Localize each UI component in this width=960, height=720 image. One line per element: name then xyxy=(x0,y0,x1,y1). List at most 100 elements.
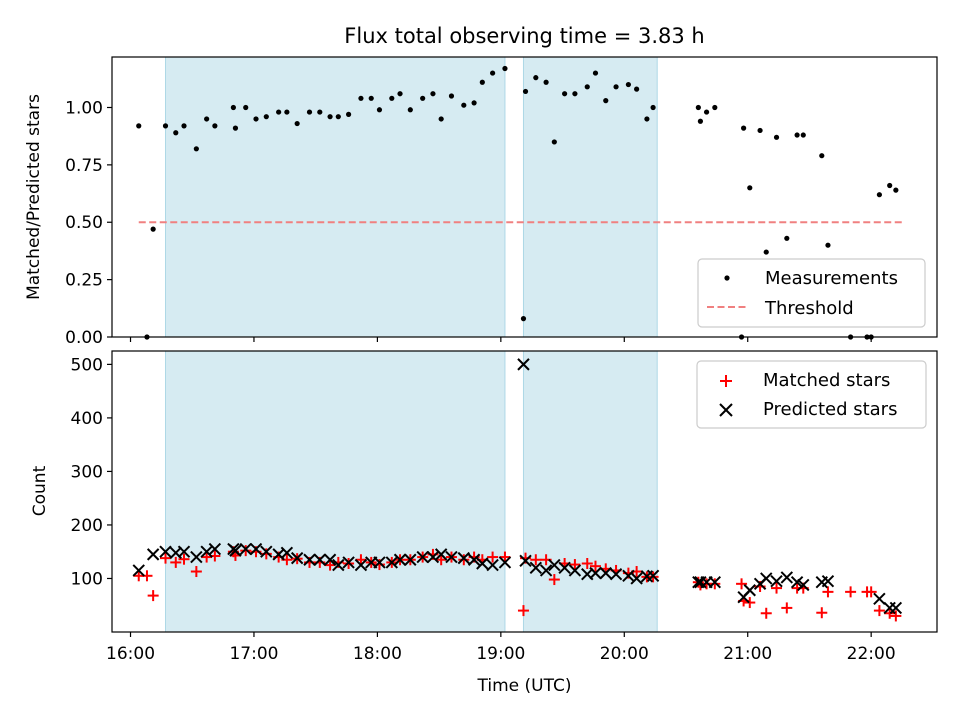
measurement-point xyxy=(284,109,290,115)
bottom-legend: Matched stars Predicted stars xyxy=(696,360,927,429)
predicted-star-point xyxy=(159,545,172,558)
legend-predicted-label: Predicted stars xyxy=(763,399,897,420)
matched-star-point xyxy=(781,602,793,614)
measurement-point xyxy=(204,116,210,122)
top-y-tick-label: 0.50 xyxy=(65,213,103,233)
predicted-star-point xyxy=(780,571,794,584)
measurement-point xyxy=(703,109,710,115)
matched-star-point xyxy=(890,610,902,622)
x-tick-label: 16:00 xyxy=(106,644,155,664)
measurement-point xyxy=(376,107,383,113)
predicted-star-point xyxy=(568,564,582,577)
predicted-star-point xyxy=(760,572,773,585)
top-y-tick-label: 1.00 xyxy=(65,98,103,118)
predicted-star-point xyxy=(476,557,489,570)
measurement-point xyxy=(533,75,539,81)
measurement-point xyxy=(430,91,436,97)
predicted-star-point xyxy=(280,546,294,559)
top-axes-frame xyxy=(111,56,938,338)
measurement-point xyxy=(461,102,467,108)
legend-matched-marker xyxy=(720,375,732,387)
observing-span-2 xyxy=(522,350,658,633)
measurement-point xyxy=(181,123,187,129)
legend-measurements-label: Measurements xyxy=(765,268,898,289)
measurement-point xyxy=(893,187,899,193)
top-y-tick-label: 0.25 xyxy=(65,271,103,291)
predicted-star-point xyxy=(589,566,602,580)
observing-span-1 xyxy=(164,350,506,633)
predicted-star-point xyxy=(622,569,635,583)
matched-star-point xyxy=(569,559,581,571)
matched-star-point xyxy=(324,559,336,571)
matched-star-point xyxy=(159,552,171,564)
bottom-x-ticks: 16:00 17:00 18:00 19:00 20:00 21:00 22:00 xyxy=(106,632,896,664)
predicted-star-point xyxy=(177,545,191,558)
top-observing-spans xyxy=(164,56,658,338)
legend-threshold-label: Threshold xyxy=(764,298,854,319)
predicted-star-point xyxy=(200,545,213,558)
matched-star-point xyxy=(845,586,857,598)
predicted-star-point xyxy=(208,542,222,556)
count-panel: 100 200 300 400 500 16:00 17:00 18:00 19:00 20:0… xyxy=(30,350,938,696)
matched-star-point xyxy=(487,551,499,563)
measurement-point xyxy=(543,79,549,85)
predicted-star-point xyxy=(599,566,612,580)
matched-star-point xyxy=(548,574,560,586)
matched-star-point xyxy=(458,554,470,566)
legend-matched-label: Matched stars xyxy=(763,370,890,391)
observing-span-1 xyxy=(164,56,506,338)
matched-star-point xyxy=(816,607,828,619)
predicted-star-point xyxy=(416,550,429,564)
predicted-star-point xyxy=(743,584,756,597)
bottom-y-tick-label: 200 xyxy=(71,516,103,536)
measurement-point xyxy=(876,192,882,198)
matched-star-point xyxy=(873,605,885,617)
measurement-points xyxy=(136,65,899,340)
measurement-point xyxy=(741,125,747,131)
measurement-point xyxy=(794,132,800,138)
measurement-point xyxy=(825,242,831,248)
predicted-star-point xyxy=(558,561,571,574)
matched-star-point xyxy=(744,597,756,609)
measurement-point xyxy=(471,100,477,106)
matched-star-point xyxy=(709,578,721,590)
measurement-point xyxy=(212,123,218,129)
bottom-y-tick-label: 100 xyxy=(71,569,103,589)
measurement-point xyxy=(584,84,590,90)
predicted-star-point xyxy=(457,551,471,565)
measurement-point xyxy=(747,185,753,191)
measurement-point xyxy=(389,95,395,101)
predicted-star-point xyxy=(790,576,804,589)
predicted-star-point xyxy=(797,578,810,592)
legend-measurements-marker xyxy=(724,275,730,281)
bottom-y-tick-label: 500 xyxy=(71,355,103,375)
x-tick-label: 22:00 xyxy=(847,644,896,664)
measurement-point xyxy=(650,104,656,111)
measurement-point xyxy=(522,88,529,95)
predicted-star-point xyxy=(313,553,327,566)
measurement-point xyxy=(306,109,313,115)
measurement-point xyxy=(335,114,341,120)
measurement-point xyxy=(520,316,527,322)
measurement-point xyxy=(634,86,640,92)
matched-star-point xyxy=(760,607,772,619)
measurement-point xyxy=(562,91,568,97)
predicted-star-point xyxy=(290,551,304,565)
top-y-tick-label: 0.75 xyxy=(65,156,103,176)
predicted-star-point xyxy=(342,556,355,569)
predicted-star-point xyxy=(517,358,530,371)
predicted-star-point xyxy=(609,567,623,581)
measurement-point xyxy=(757,127,763,134)
predicted-star-point xyxy=(323,553,337,566)
predicted-star-point xyxy=(332,558,345,572)
measurement-point xyxy=(819,153,825,159)
matched-star-point xyxy=(240,545,252,557)
measurement-point xyxy=(230,104,236,111)
matched-star-point xyxy=(170,556,182,568)
measurement-point xyxy=(232,125,239,131)
measurement-point xyxy=(263,114,269,120)
predicted-star-point xyxy=(434,548,448,561)
predicted-stars-points xyxy=(132,358,903,615)
x-axis-label: Time (UTC) xyxy=(477,676,572,696)
measurement-point xyxy=(294,120,300,127)
